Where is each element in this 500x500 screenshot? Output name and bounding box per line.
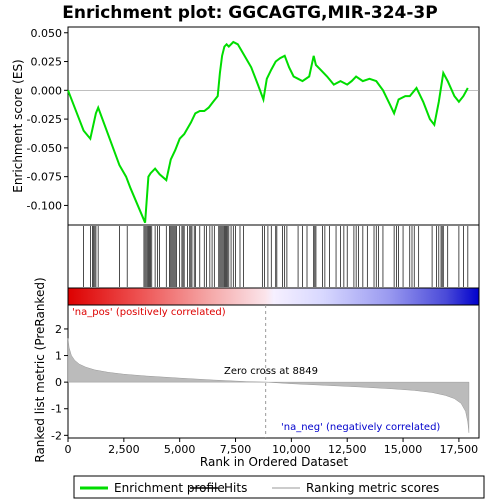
rank-color-bar (67, 287, 480, 306)
es-y-tick-label: -0.050 (27, 142, 62, 155)
color-bar (67, 287, 480, 306)
x-tick-label: 12,500 (328, 443, 367, 456)
ranking-metric-area (67, 338, 470, 433)
legend: Enrichment profile Hits Ranking metric sco… (73, 475, 485, 499)
x-tick-label: 15,000 (384, 443, 423, 456)
es-y-tick-label: 0.050 (31, 27, 63, 40)
es-y-axis: 0.050 0.025 0.000 -0.025 -0.050 -0.075 -0.100 (27, 27, 68, 212)
es-y-axis-label: Enrichment score (ES) (11, 59, 25, 192)
metric-y-axis-label: Ranked list metric (PreRanked) (33, 277, 47, 462)
legend-label: Hits (224, 481, 247, 495)
metric-y-tick-label: 2 (55, 323, 62, 336)
es-y-tick-label: 0.000 (31, 84, 63, 97)
x-axis: 0 2,500 5,000 7,500 10,000 12,500 15,000 17,500 (65, 438, 479, 456)
positive-correlation-label: 'na_pos' (positively correlated) (72, 307, 226, 318)
es-panel: 0.0500.0250.000-0.025-0.050-0.075-0.100 … (11, 26, 480, 226)
metric-panel-frame (67, 304, 480, 439)
x-axis-label: Rank in Ordered Dataset (200, 455, 348, 469)
negative-correlation-label: 'na_neg' (negatively correlated) (281, 422, 440, 433)
legend-box (73, 475, 485, 499)
hits-panel-frame (67, 224, 480, 289)
x-tick-label: 2,500 (108, 443, 140, 456)
enrichment-profile-line (67, 40, 469, 224)
x-tick-label: 7,500 (220, 443, 252, 456)
es-y-tick-label: 0.025 (31, 56, 63, 69)
x-tick-label: 5,000 (164, 443, 196, 456)
metric-y-tick-label: -1 (51, 403, 62, 416)
metric-y-tick-label: -2 (51, 429, 62, 442)
metric-y-tick-label: 1 (55, 350, 62, 363)
legend-label: Ranking metric scores (306, 481, 439, 495)
x-tick-label: 0 (65, 443, 72, 456)
chart-title: Enrichment plot: GGCAGTG,MIR-324-3P (62, 3, 437, 23)
metric-y-tick-label: 0 (55, 376, 62, 389)
hit-marks (83, 226, 469, 287)
es-y-tick-label: -0.025 (27, 113, 62, 126)
legend-label: Enrichment profile (114, 481, 225, 495)
metric-panel: 2 1 0 -1 -2 'na_pos' (positively correlated)… (33, 277, 480, 463)
zero-cross-label: Zero cross at 8849 (224, 366, 318, 377)
x-tick-label: 17,500 (440, 443, 479, 456)
metric-y-axis: 2 1 0 -1 -2 (51, 323, 68, 442)
es-panel-frame (67, 26, 480, 226)
hits-panel (67, 224, 480, 289)
es-y-tick-label: -0.075 (27, 171, 62, 184)
x-tick-label: 10,000 (272, 443, 311, 456)
legend-items: Enrichment profile Hits Ranking metric sco… (80, 481, 439, 495)
es-y-tick-label: -0.100 (27, 199, 62, 212)
